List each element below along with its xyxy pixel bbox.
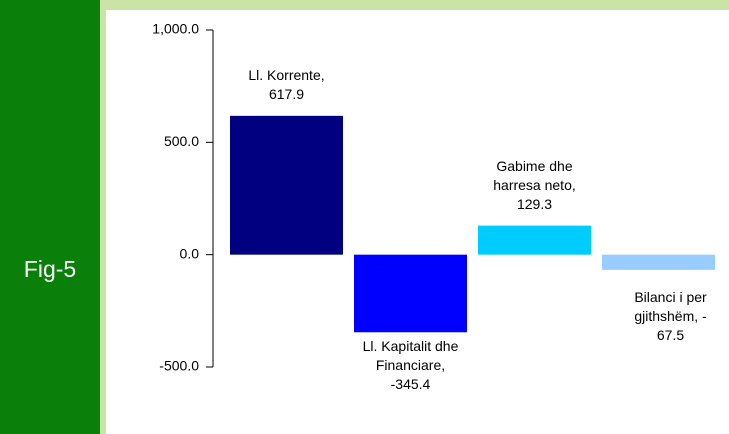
bar <box>354 254 467 333</box>
side-strip <box>0 0 100 434</box>
separator <box>100 0 106 434</box>
bar <box>230 115 343 255</box>
bar <box>478 225 591 255</box>
fig-label: Fig-5 <box>23 256 77 282</box>
y-tick-label: -500.0 <box>159 358 199 374</box>
y-tick-label: 0.0 <box>180 245 200 261</box>
data-label: Ll. Kapitalit dhe Financiare, -345.4 <box>362 338 459 393</box>
data-label: Ll. Korrente, 617.9 <box>248 66 325 102</box>
y-tick-label: 1,000.0 <box>152 21 199 37</box>
bar <box>602 254 715 270</box>
top-band <box>0 0 729 10</box>
data-label: Gabime dhe harresa neto, 129.3 <box>493 157 576 212</box>
data-label: Bilanci i pergjithshëm, -67.5 <box>634 288 707 343</box>
y-tick-label: 500.0 <box>164 133 199 149</box>
